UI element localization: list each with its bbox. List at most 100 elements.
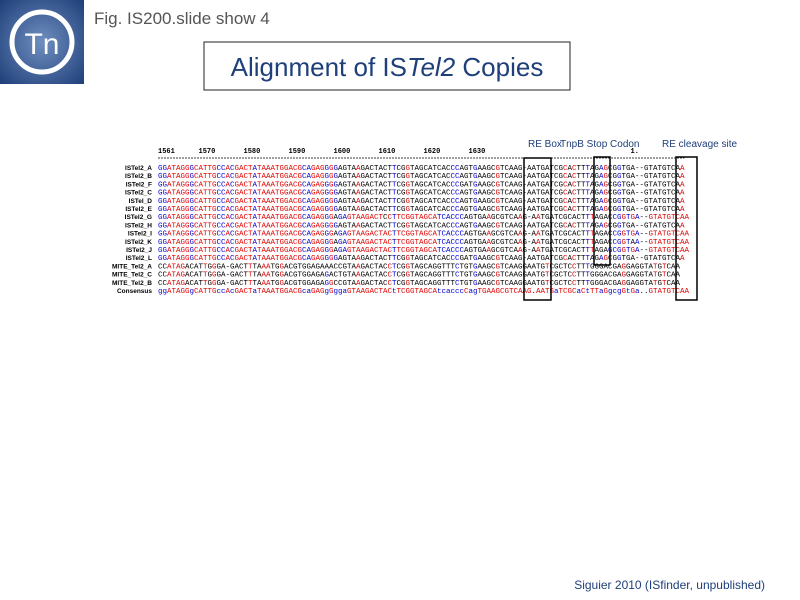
base: G: [181, 239, 186, 247]
base: C: [338, 263, 343, 271]
base: T: [203, 231, 208, 239]
base: A: [595, 247, 600, 255]
base: T: [586, 239, 591, 247]
base: C: [428, 247, 433, 255]
base: G: [163, 165, 168, 173]
base: T: [550, 198, 555, 206]
base: G: [185, 181, 190, 189]
base: A: [599, 206, 604, 214]
base: G: [298, 190, 303, 198]
base: C: [671, 206, 676, 214]
base: C: [437, 165, 442, 173]
base: -: [635, 222, 640, 230]
base: A: [487, 214, 492, 222]
base: C: [491, 198, 496, 206]
base: C: [568, 247, 573, 255]
base: G: [212, 288, 217, 296]
base: C: [568, 231, 573, 239]
base: C: [221, 247, 226, 255]
base: A: [356, 247, 361, 255]
base: C: [302, 214, 307, 222]
base: T: [208, 231, 213, 239]
base: T: [586, 173, 591, 181]
base: a: [635, 288, 640, 296]
base: T: [545, 272, 550, 280]
base: T: [667, 165, 672, 173]
base: G: [433, 280, 438, 288]
base: G: [406, 165, 411, 173]
base: G: [563, 239, 568, 247]
base: G: [613, 173, 618, 181]
base: G: [599, 263, 604, 271]
base: A: [226, 190, 231, 198]
base: C: [464, 288, 469, 296]
base: T: [505, 214, 510, 222]
base: A: [514, 206, 519, 214]
base: G: [487, 206, 492, 214]
base: A: [167, 263, 172, 271]
base: C: [581, 288, 586, 296]
base: A: [271, 190, 276, 198]
base: T: [248, 165, 253, 173]
base: G: [163, 190, 168, 198]
base: T: [473, 231, 478, 239]
base: T: [374, 272, 379, 280]
base: C: [158, 280, 163, 288]
base: T: [649, 165, 654, 173]
base: C: [370, 173, 375, 181]
base: A: [316, 288, 321, 296]
base: T: [649, 181, 654, 189]
base: A: [356, 272, 361, 280]
base: G: [406, 231, 411, 239]
base: C: [460, 247, 465, 255]
base: G: [523, 247, 528, 255]
base: T: [248, 247, 253, 255]
base: A: [487, 239, 492, 247]
base: A: [631, 239, 636, 247]
base: G: [613, 165, 618, 173]
base: G: [626, 255, 631, 263]
base: A: [262, 181, 267, 189]
base: G: [419, 280, 424, 288]
base: C: [370, 190, 375, 198]
base: T: [275, 214, 280, 222]
base: T: [446, 280, 451, 288]
base: A: [671, 263, 676, 271]
base: A: [325, 263, 330, 271]
base: C: [302, 255, 307, 263]
base: T: [577, 206, 582, 214]
base: A: [338, 165, 343, 173]
base: A: [253, 255, 258, 263]
base: G: [325, 239, 330, 247]
base: C: [217, 173, 222, 181]
base: A: [352, 190, 357, 198]
base: A: [266, 222, 271, 230]
base: A: [482, 181, 487, 189]
base: A: [266, 263, 271, 271]
base: A: [478, 198, 483, 206]
base: T: [208, 255, 213, 263]
base: A: [266, 190, 271, 198]
base: T: [410, 263, 415, 271]
base: T: [469, 280, 474, 288]
base: G: [617, 181, 622, 189]
base: G: [424, 239, 429, 247]
base: G: [473, 222, 478, 230]
base: C: [563, 181, 568, 189]
base: A: [415, 198, 420, 206]
base: T: [536, 190, 541, 198]
base: G: [464, 190, 469, 198]
base: A: [226, 239, 231, 247]
base: T: [662, 214, 667, 222]
base: t: [437, 288, 442, 296]
base: A: [532, 247, 537, 255]
base: T: [379, 214, 384, 222]
base: A: [482, 247, 487, 255]
base: G: [401, 272, 406, 280]
base: T: [541, 231, 546, 239]
base: T: [172, 247, 177, 255]
base: T: [644, 280, 649, 288]
base: G: [595, 165, 600, 173]
base: A: [176, 247, 181, 255]
base: G: [316, 272, 321, 280]
